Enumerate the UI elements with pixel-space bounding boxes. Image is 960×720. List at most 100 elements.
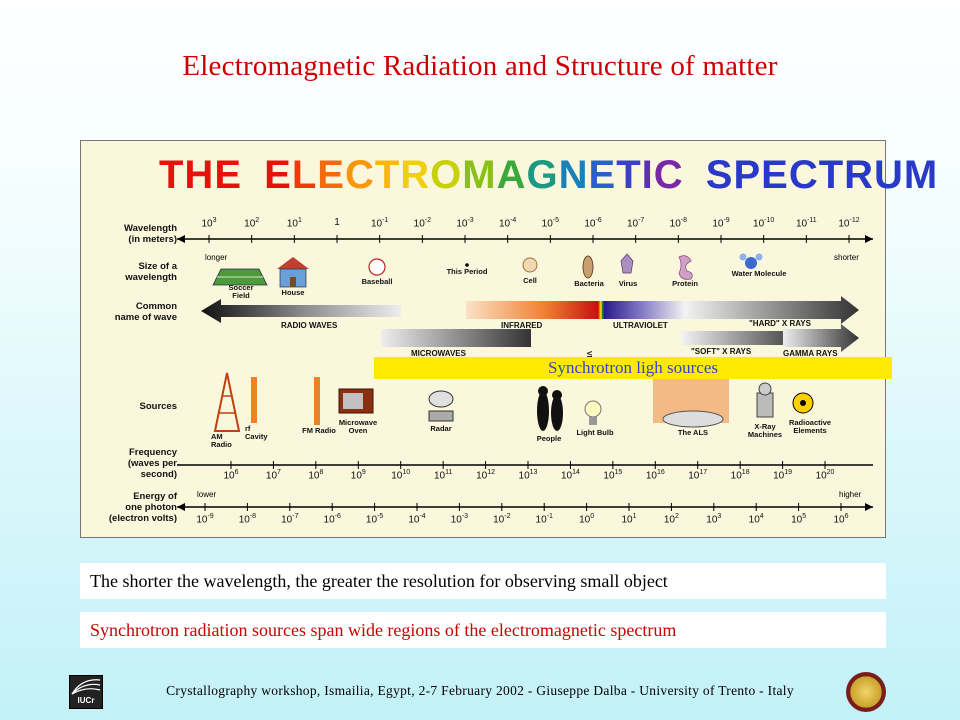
figure-title-letter: C <box>653 153 684 197</box>
figure-title-letter: A <box>496 153 527 197</box>
wl-tick-label: 10-9 <box>712 217 730 230</box>
wl-tick-label: 10-1 <box>370 217 389 230</box>
figure-title-letter: E <box>317 153 345 197</box>
label-radio-waves: RADIO WAVES <box>281 321 338 330</box>
row-label-common-name: Common name of wave <box>114 301 177 323</box>
wl-tick-label: 10-2 <box>413 217 432 230</box>
label-cell: Cell <box>523 276 537 285</box>
label-virus: Virus <box>618 279 638 288</box>
energy-end-right: higher <box>839 490 862 499</box>
label-people: People <box>536 434 562 443</box>
label-water-molecule: Water Molecule <box>731 269 787 278</box>
fr-tick-label: 1020 <box>815 469 835 482</box>
soccer-field-icon <box>212 268 268 286</box>
fr-tick-label: 1014 <box>560 469 580 482</box>
label-soft-xrays: "SOFT" X RAYS <box>691 347 752 356</box>
period-icon <box>465 263 469 267</box>
fr-tick-label: 1019 <box>773 469 793 482</box>
figure-title-word-electromagnetic: ELECTROMAGNETIC <box>264 153 684 198</box>
band-soft-xrays <box>681 331 783 345</box>
figure-title-letter: T <box>374 153 401 197</box>
spectrum-graphics: longer shorter lower higher <box>177 235 873 511</box>
fr-tick-label: 1010 <box>391 469 411 482</box>
slide-title: Electromagnetic Radiation and Structure … <box>182 50 778 82</box>
figure-title: THE ELECTROMAGNETIC SPECTRUM <box>159 153 937 205</box>
label-fm-radio: FM Radio <box>302 426 336 435</box>
en-tick-label: 106 <box>833 513 849 526</box>
wavelength-ticks <box>208 235 850 243</box>
energy-end-left: lower <box>197 490 216 499</box>
am-radio-tower-icon <box>213 372 241 432</box>
iucr-logo: IUCr <box>69 675 103 709</box>
wl-tick-label: 10-10 <box>753 217 775 230</box>
figure-title-letter: E <box>588 153 617 197</box>
wavelength-end-right: shorter <box>834 253 859 262</box>
figure-title-letter: T <box>616 153 642 197</box>
wave-bands <box>201 296 859 352</box>
wl-tick-label: 10-12 <box>838 217 860 230</box>
label-the-als: The ALS <box>677 428 709 437</box>
water-molecule-icon <box>739 253 763 269</box>
en-tick-label: 10-4 <box>408 513 426 526</box>
en-tick-label: 105 <box>791 513 807 526</box>
band-visible <box>598 301 604 319</box>
wl-tick-label: 10-3 <box>456 217 474 230</box>
fr-tick-label: 1015 <box>603 469 623 482</box>
wl-tick-label: 10-7 <box>626 217 645 230</box>
band-gamma <box>783 324 859 352</box>
figure-title-letter: I <box>641 153 654 197</box>
footer: Crystallography workshop, Ismailia, Egyp… <box>166 683 794 698</box>
label-house: House <box>281 288 305 297</box>
radioactive-icon <box>792 392 814 414</box>
row-label-wavelength: Wavelength (in meters) <box>124 223 177 245</box>
fr-tick-label: 1017 <box>688 469 708 482</box>
wl-tick-label: 101 <box>286 217 302 230</box>
radar-icon <box>428 390 454 422</box>
figure-title-word-the: THE <box>159 153 242 197</box>
label-protein: Protein <box>672 279 698 288</box>
fr-tick-label: 107 <box>265 469 281 482</box>
label-rf-cavity: rf Cavity <box>245 424 268 441</box>
fr-tick-label: 106 <box>223 469 239 482</box>
fr-tick-label: 1016 <box>645 469 665 482</box>
band-radio <box>201 299 401 323</box>
microwave-oven-icon <box>338 388 374 414</box>
figure-title-letter: N <box>558 153 589 197</box>
band-hard-xrays <box>684 296 859 324</box>
fr-tick-label: 1012 <box>476 469 496 482</box>
row-label-sources: Sources <box>139 401 178 412</box>
fr-tick-label: 109 <box>350 469 366 482</box>
wl-tick-label: 10-11 <box>795 217 817 230</box>
label-radar: Radar <box>430 424 452 433</box>
fr-tick-label: 108 <box>308 469 324 482</box>
en-tick-label: 10-2 <box>493 513 511 526</box>
label-hard-xrays: "HARD" X RAYS <box>749 319 811 328</box>
wl-tick-label: 103 <box>201 217 217 230</box>
rf-cavity-icon <box>251 377 257 423</box>
figure-title-letter: L <box>291 153 318 197</box>
cell-icon <box>522 257 538 273</box>
label-ultraviolet: ULTRAVIOLET <box>613 321 668 330</box>
caption-synchrotron: Synchrotron radiation sources span wide … <box>80 612 886 648</box>
wavelength-end-left: longer <box>205 253 228 262</box>
row-label-frequency: Frequency (waves per second) <box>127 447 177 480</box>
wl-tick-label: 10-5 <box>541 217 560 230</box>
label-light-bulb: Light Bulb <box>576 428 614 437</box>
label-microwave-oven: Microwave Oven <box>338 418 378 435</box>
source-pictograms <box>213 372 814 432</box>
people-icon <box>537 386 563 431</box>
row-label-energy: Energy of one photon (electron volts) <box>108 491 177 524</box>
wl-tick-label: 10-4 <box>498 217 517 230</box>
bacteria-icon <box>582 255 594 279</box>
figure-title-letter: E <box>264 153 292 197</box>
house-icon <box>277 257 309 288</box>
light-bulb-icon <box>584 400 602 425</box>
iucr-logo-text: IUCr <box>77 696 95 705</box>
figure-title-letter: R <box>400 153 431 197</box>
label-radioactive-elements: Radioactive Elements <box>788 418 832 435</box>
en-tick-label: 10-5 <box>365 513 384 526</box>
energy-ticks <box>204 503 842 511</box>
figure-title-letter: G <box>526 153 559 197</box>
als-building-icon <box>653 377 729 428</box>
fr-tick-label: 1013 <box>518 469 538 482</box>
